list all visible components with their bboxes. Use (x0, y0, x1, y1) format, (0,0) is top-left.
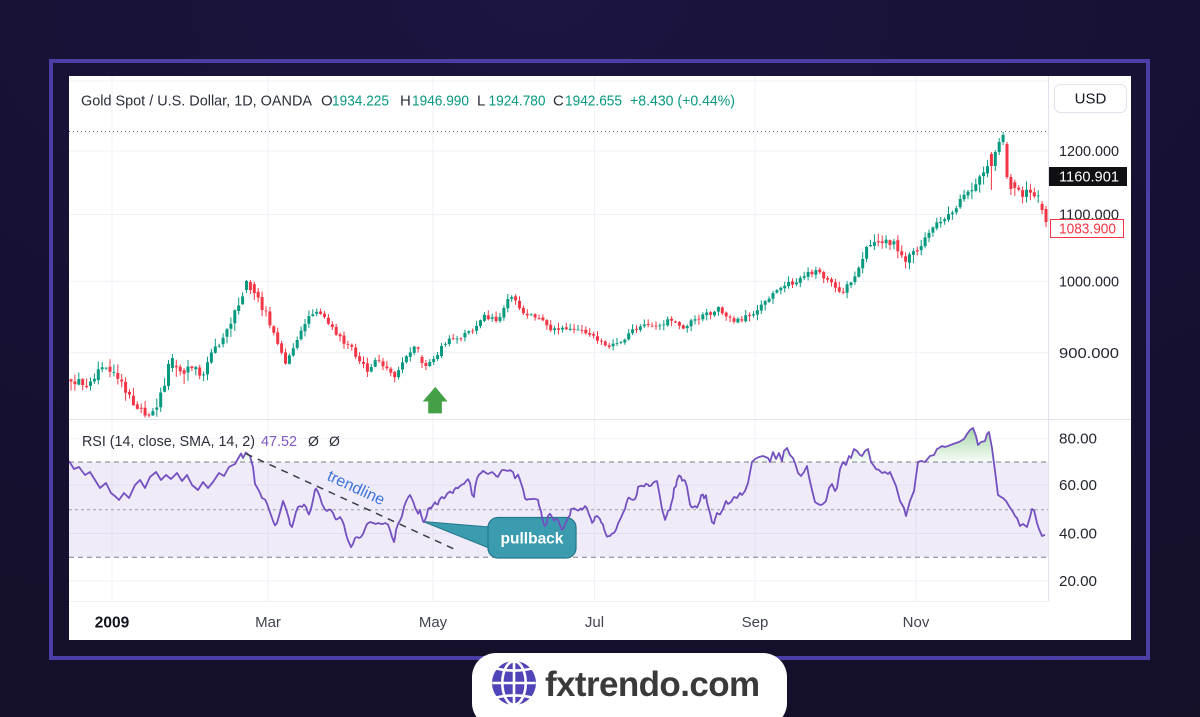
svg-text:+8.430 (+0.44%): +8.430 (+0.44%) (630, 93, 735, 110)
svg-text:Jul: Jul (585, 614, 604, 631)
svg-text:47.52: 47.52 (261, 433, 297, 450)
svg-text:1924.780: 1924.780 (489, 93, 546, 110)
svg-text:Mar: Mar (255, 614, 281, 631)
svg-text:1083.900: 1083.900 (1059, 221, 1116, 238)
svg-text:May: May (419, 614, 448, 631)
svg-text:80.00: 80.00 (1059, 431, 1097, 448)
svg-text:1200.000: 1200.000 (1059, 143, 1119, 160)
svg-text:1942.655: 1942.655 (565, 93, 622, 110)
svg-text:20.00: 20.00 (1059, 573, 1097, 590)
svg-text:2009: 2009 (95, 615, 130, 632)
svg-text:Ø: Ø (308, 433, 319, 449)
svg-text:Ø: Ø (329, 433, 340, 449)
svg-text:40.00: 40.00 (1059, 526, 1097, 543)
svg-text:H: H (400, 93, 411, 110)
svg-text:pullback: pullback (501, 531, 564, 548)
svg-text:60.00: 60.00 (1059, 477, 1097, 494)
svg-text:USD: USD (1075, 91, 1107, 108)
svg-text:Sep: Sep (742, 614, 769, 631)
svg-text:900.000: 900.000 (1059, 345, 1119, 362)
svg-text:RSI (14, close, SMA, 14, 2): RSI (14, close, SMA, 14, 2) (82, 433, 255, 450)
svg-text:C: C (553, 93, 564, 110)
svg-text:1160.901: 1160.901 (1059, 169, 1119, 186)
svg-text:1000.000: 1000.000 (1059, 274, 1119, 291)
svg-text:L: L (477, 93, 485, 110)
svg-text:1946.990: 1946.990 (412, 93, 469, 110)
svg-text:1934.225: 1934.225 (332, 93, 389, 110)
svg-text:O: O (321, 93, 333, 110)
svg-text:Nov: Nov (903, 614, 930, 631)
svg-text:Gold Spot / U.S. Dollar, 1D, O: Gold Spot / U.S. Dollar, 1D, OANDA (81, 93, 312, 110)
